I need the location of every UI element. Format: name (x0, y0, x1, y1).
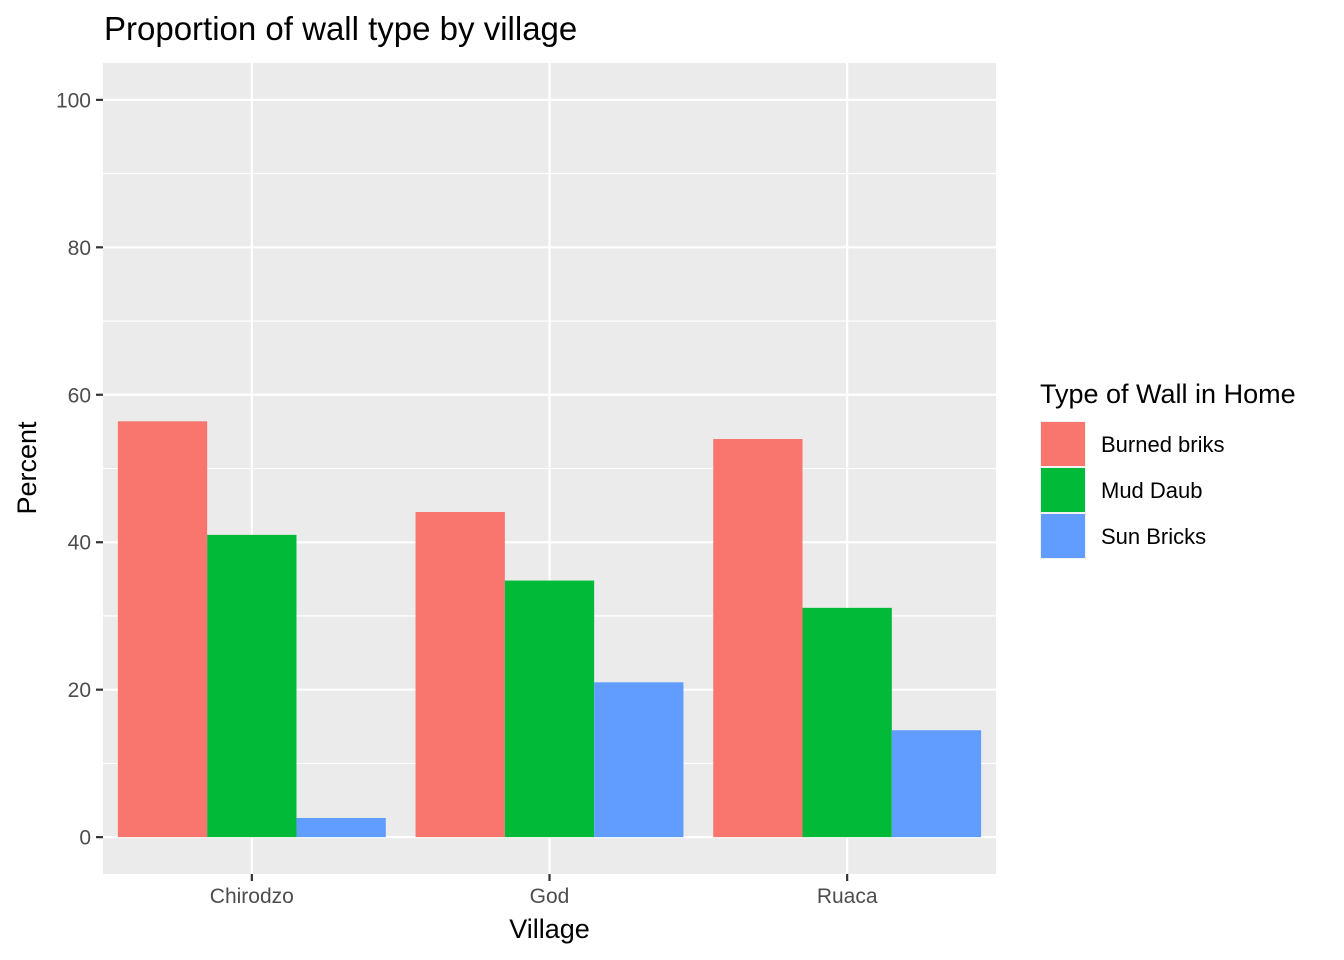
chart-title: Proportion of wall type by village (104, 10, 577, 47)
legend-label: Mud Daub (1101, 478, 1203, 503)
y-tick-label: 60 (68, 384, 91, 407)
y-tick-label: 40 (68, 532, 91, 555)
y-tick-label: 20 (68, 679, 91, 702)
legend: Type of Wall in Home Burned briks Mud Dau… (1040, 379, 1296, 559)
y-tick-label: 100 (56, 89, 91, 112)
bar-marks (117, 421, 982, 838)
legend-label: Burned briks (1101, 432, 1225, 457)
y-axis-title: Percent (12, 421, 42, 515)
bar-burned-briks (713, 439, 803, 838)
bar-sun-bricks (891, 730, 982, 838)
x-axis-title: Village (509, 914, 590, 944)
bar-sun-bricks (594, 682, 684, 838)
x-tick-label: Chirodzo (210, 885, 294, 908)
bar-sun-bricks (296, 817, 386, 838)
x-axis: Chirodzo God Ruaca (210, 874, 878, 908)
legend-key-swatch (1041, 468, 1085, 512)
x-tick-label: Ruaca (817, 885, 878, 908)
y-axis: 0 20 40 60 80 100 (56, 89, 103, 850)
bar-mud-daub (802, 607, 892, 838)
bar-burned-briks (117, 421, 208, 838)
legend-title: Type of Wall in Home (1040, 379, 1296, 409)
legend-label: Sun Bricks (1101, 524, 1206, 549)
legend-key-swatch (1041, 514, 1085, 558)
bar-burned-briks (415, 511, 505, 838)
y-tick-label: 0 (79, 827, 91, 850)
bar-mud-daub (207, 534, 297, 838)
y-tick-label: 80 (68, 237, 91, 260)
bar-mud-daub (504, 580, 595, 838)
legend-key-swatch (1041, 422, 1085, 466)
x-tick-label: God (530, 885, 570, 908)
